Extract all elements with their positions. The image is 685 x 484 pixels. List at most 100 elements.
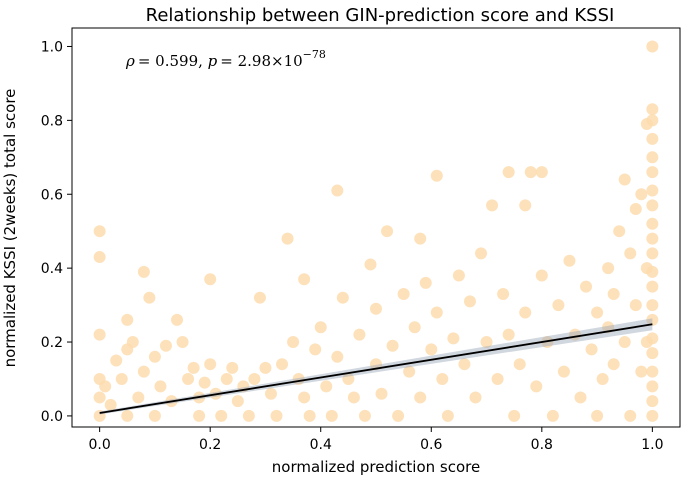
data-point — [154, 380, 167, 393]
data-point — [646, 313, 659, 326]
data-point — [463, 295, 476, 308]
data-point — [121, 313, 134, 326]
data-point — [93, 328, 106, 341]
data-point — [646, 114, 659, 127]
data-point — [276, 358, 289, 371]
data-point — [436, 372, 449, 385]
data-point — [137, 365, 150, 378]
data-point — [126, 336, 139, 349]
data-point — [320, 380, 333, 393]
data-point — [143, 291, 156, 304]
data-point — [242, 409, 255, 422]
correlation-annotation: ρ = 0.599, p = 2.98×10−78 — [125, 48, 326, 70]
data-point — [596, 372, 609, 385]
data-point — [574, 391, 587, 404]
data-point — [618, 336, 631, 349]
data-point — [646, 217, 659, 230]
data-point — [248, 372, 261, 385]
y-axis: 0.0 0.2 0.4 0.6 0.8 1.0 — [41, 39, 72, 425]
data-point — [148, 409, 161, 422]
data-point — [231, 395, 244, 408]
data-point — [646, 409, 659, 422]
data-point — [646, 132, 659, 145]
y-tick-label: 0.4 — [41, 261, 63, 277]
data-point — [215, 409, 228, 422]
data-point — [646, 151, 659, 164]
data-point — [530, 380, 543, 393]
data-point — [546, 409, 559, 422]
data-point — [347, 391, 360, 404]
data-point — [624, 247, 637, 260]
data-point — [646, 380, 659, 393]
data-point — [430, 169, 443, 182]
data-point — [381, 225, 394, 238]
data-point — [281, 232, 294, 245]
data-point — [298, 273, 311, 286]
data-point — [646, 299, 659, 312]
y-axis-label: normalized KSSI (2weeks) total score — [1, 89, 19, 368]
data-point — [502, 166, 515, 179]
data-point — [646, 265, 659, 278]
data-point — [646, 332, 659, 345]
data-point — [204, 273, 217, 286]
x-tick-label: 0.4 — [310, 437, 332, 453]
data-point — [524, 166, 537, 179]
data-point — [287, 336, 300, 349]
x-tick-label: 1.0 — [641, 437, 663, 453]
x-tick-label: 0.8 — [531, 437, 553, 453]
data-point — [480, 336, 493, 349]
data-point — [375, 387, 388, 400]
data-point — [646, 247, 659, 260]
data-point — [403, 365, 416, 378]
x-tick-label: 0.6 — [420, 437, 442, 453]
data-point — [132, 391, 145, 404]
data-point — [93, 391, 106, 404]
data-point — [607, 358, 620, 371]
data-point — [392, 409, 405, 422]
data-point — [419, 276, 432, 289]
data-point — [491, 372, 504, 385]
data-point — [646, 347, 659, 360]
data-point — [137, 265, 150, 278]
data-point — [264, 387, 277, 400]
data-point — [176, 336, 189, 349]
data-point — [425, 343, 438, 356]
data-point — [115, 372, 128, 385]
data-point — [607, 288, 620, 300]
data-point — [535, 269, 548, 282]
data-point — [635, 188, 648, 201]
data-point — [629, 203, 642, 216]
data-point — [591, 306, 604, 319]
data-point — [502, 328, 515, 341]
data-point — [635, 365, 648, 378]
x-tick-label: 0.0 — [89, 437, 111, 453]
rho-symbol: ρ — [125, 52, 135, 70]
data-point — [226, 361, 239, 374]
data-point — [646, 199, 659, 212]
data-point — [121, 409, 134, 422]
data-point — [414, 391, 427, 404]
data-point — [552, 299, 565, 312]
data-point — [270, 409, 283, 422]
y-tick-label: 1.0 — [41, 39, 63, 55]
data-point — [386, 339, 399, 352]
data-point — [475, 247, 488, 260]
data-point — [519, 199, 532, 212]
data-point — [331, 184, 344, 197]
data-point — [204, 358, 217, 371]
data-point — [182, 372, 195, 385]
rho-value: = 0.599, — [138, 52, 208, 70]
data-point — [370, 302, 382, 315]
data-point — [646, 280, 659, 293]
data-point — [325, 409, 338, 422]
data-point — [331, 350, 344, 363]
data-point — [629, 299, 642, 312]
data-point — [486, 199, 499, 212]
data-point — [613, 225, 626, 238]
data-point — [646, 232, 659, 245]
data-point — [497, 288, 510, 300]
data-point — [646, 365, 659, 378]
data-point — [458, 358, 471, 371]
data-point — [298, 391, 311, 404]
